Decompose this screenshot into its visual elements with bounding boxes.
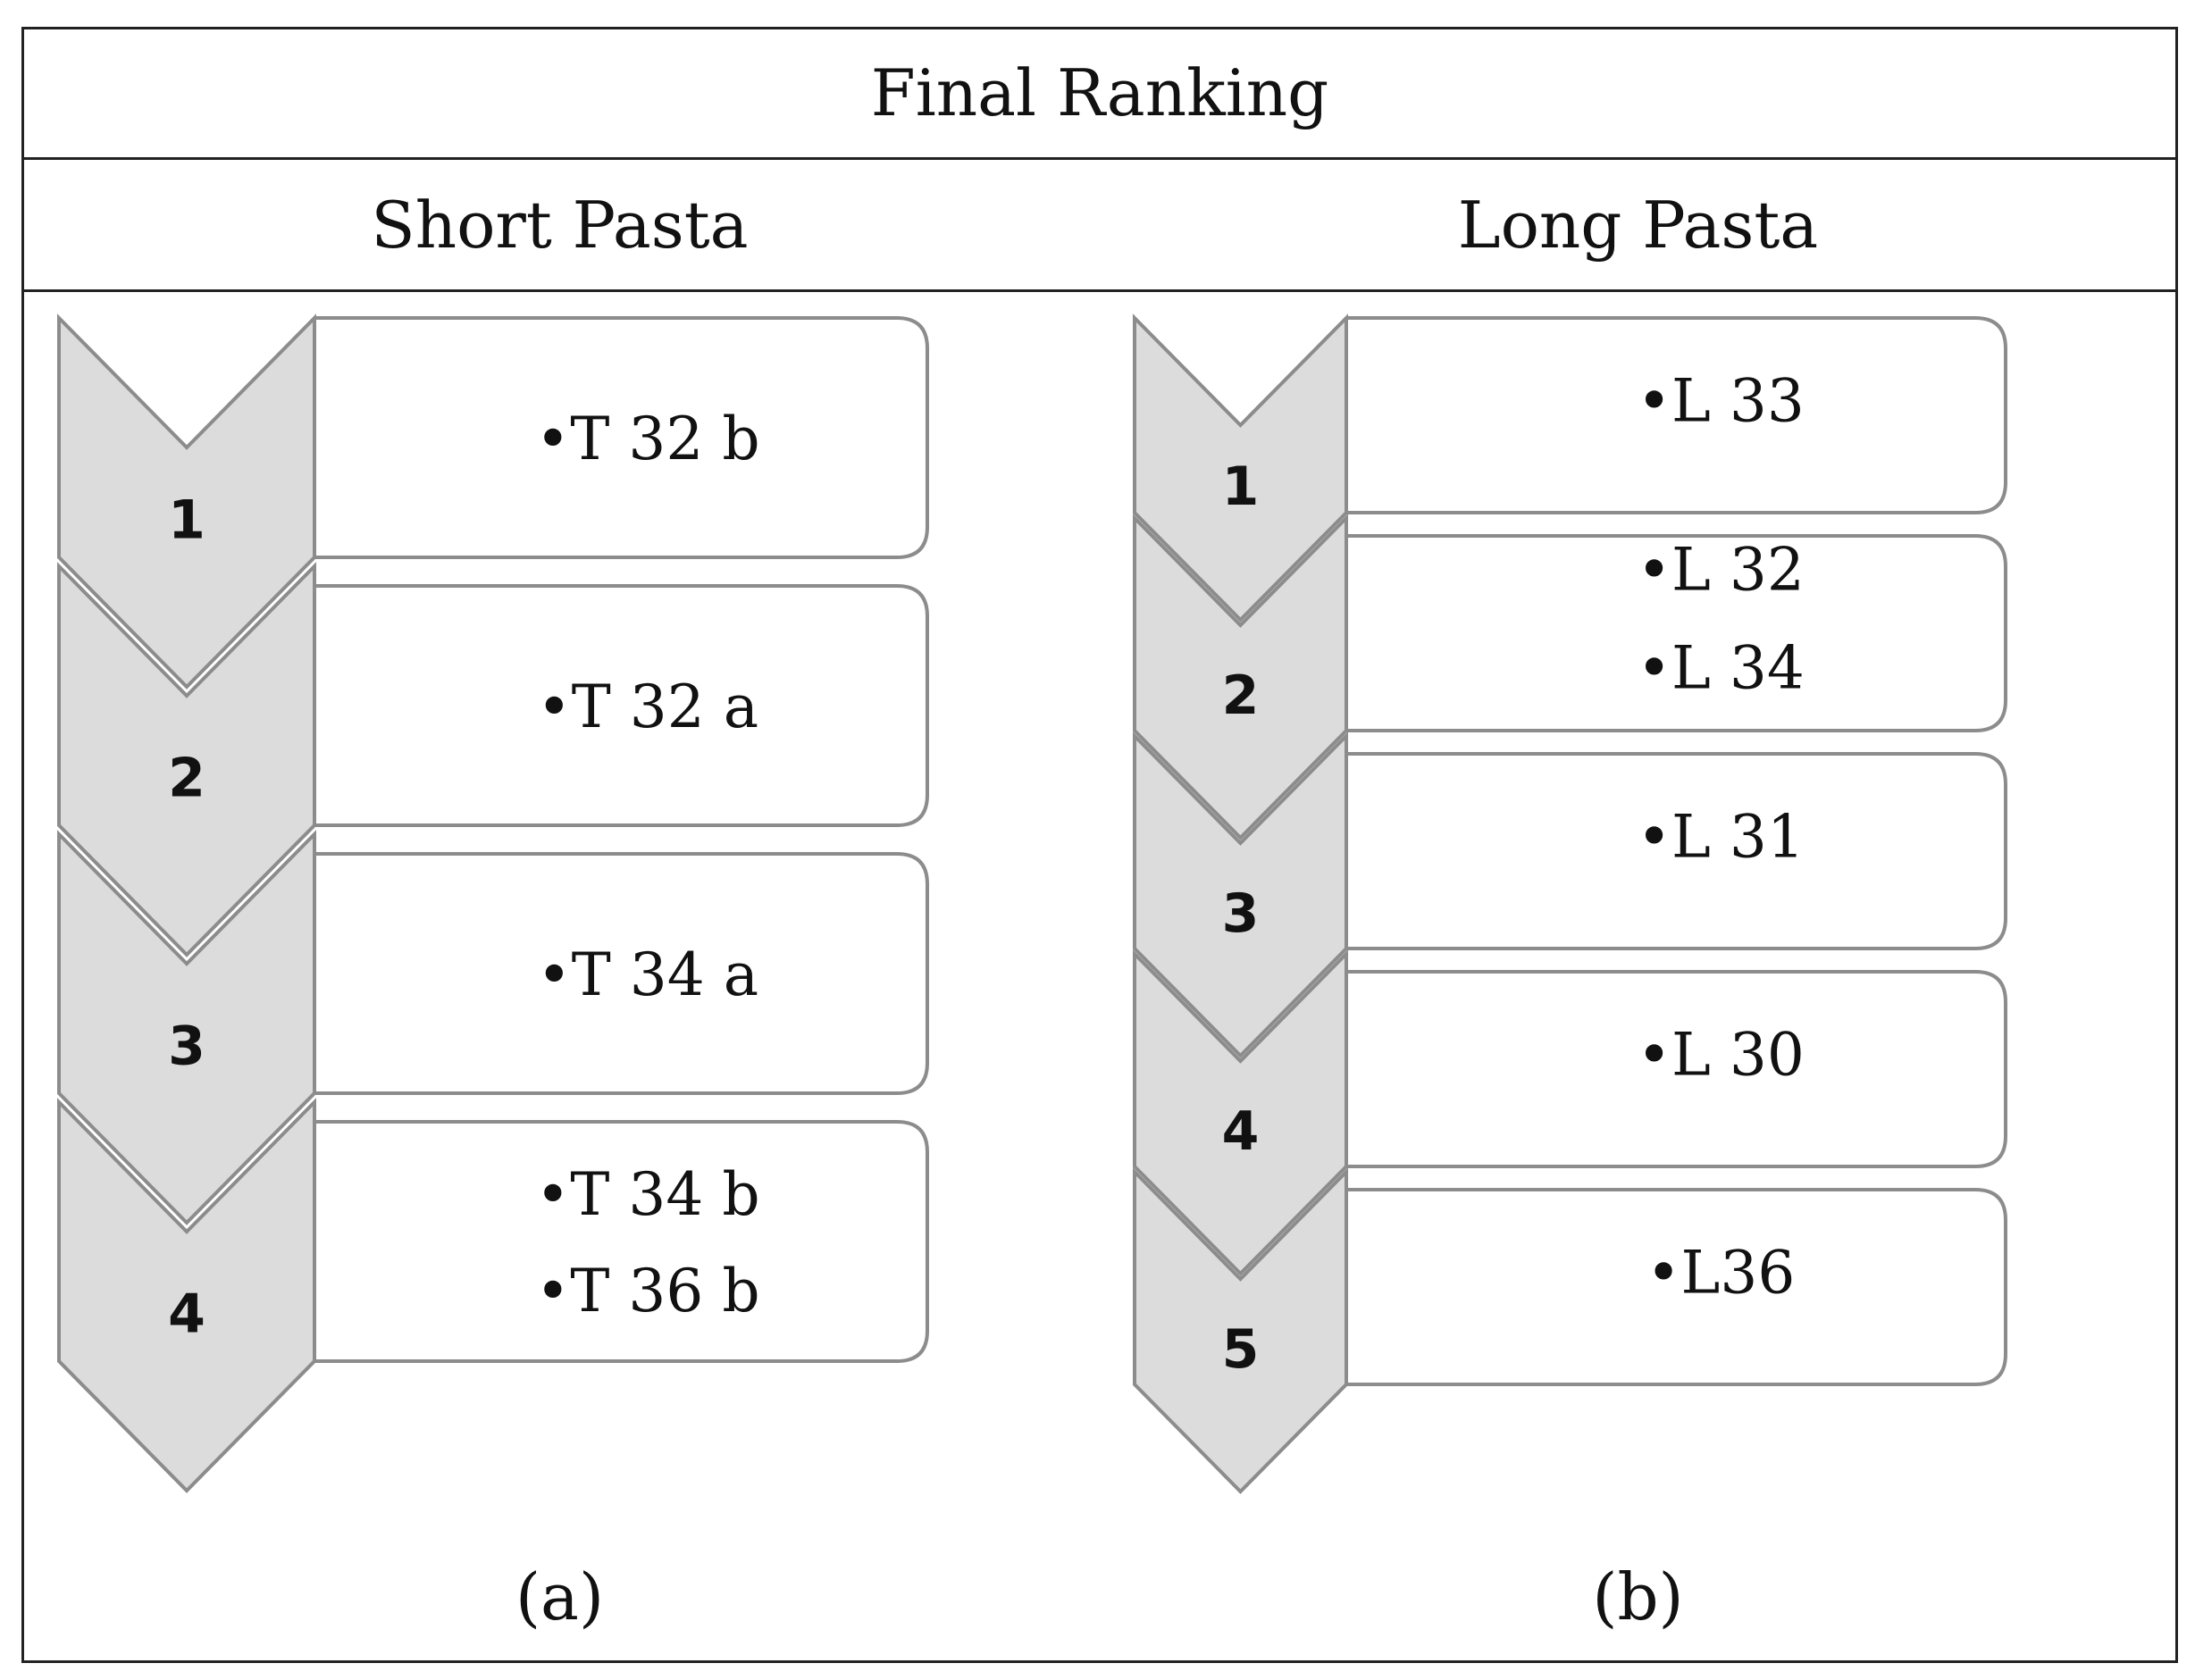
- rank-item: •T 34 a: [537, 940, 758, 1009]
- rank-box: [314, 316, 929, 559]
- rank-item: •T 36 b: [535, 1257, 759, 1325]
- title-divider: [21, 157, 2178, 160]
- rank-chevron: [1133, 949, 1348, 1276]
- rank-box: [314, 584, 929, 827]
- figure-frame: [21, 27, 2178, 1663]
- rank-box: [1346, 970, 2007, 1168]
- rank-box: [314, 1120, 929, 1363]
- rank-number: 4: [168, 1283, 205, 1346]
- rank-number: 1: [1222, 456, 1260, 518]
- rank-number: 2: [168, 748, 205, 810]
- panel-b-heading: Long Pasta: [1457, 188, 1819, 263]
- rank-item: •L 31: [1637, 803, 1805, 872]
- rank-chevron: [57, 830, 316, 1225]
- rank-chevron: [57, 562, 316, 957]
- panel-b-ranking: 1 •L 33 2 •L 32 •L 34 3 •L 31 4 •L 30 5 •L36: [1133, 313, 2007, 1494]
- rank-chevron: [1133, 514, 1348, 840]
- rank-box: [1346, 1188, 2007, 1386]
- rank-box: [314, 852, 929, 1095]
- rank-number: 2: [1222, 664, 1260, 727]
- rank-number: 1: [168, 489, 205, 552]
- rank-number: 5: [1222, 1318, 1260, 1381]
- figure-title: Final Ranking: [870, 55, 1329, 130]
- panel-b-caption: (b): [1592, 1559, 1684, 1634]
- rank-box: [1346, 316, 2007, 514]
- rank-chevron: [1133, 1167, 1348, 1494]
- rank-number: 4: [1222, 1100, 1260, 1163]
- rank-chevron: [57, 1098, 316, 1493]
- header-divider: [21, 289, 2178, 292]
- rank-box: [1346, 534, 2007, 732]
- rank-chevron: [1133, 731, 1348, 1058]
- rank-chevron: [57, 313, 316, 690]
- rank-item: •L 32: [1637, 536, 1805, 605]
- rank-item: •L 34: [1637, 634, 1805, 703]
- rank-item: •T 32 a: [537, 673, 758, 741]
- panel-a-ranking: 1 •T 32 b 2 •T 32 a 3 •T 34 a 4 •T 34 b •T 36 b: [57, 313, 929, 1493]
- rank-number: 3: [1222, 882, 1260, 945]
- rank-item: •L 30: [1637, 1021, 1805, 1090]
- rank-item: •L 33: [1637, 367, 1805, 436]
- rank-item: •T 32 b: [535, 405, 759, 473]
- rank-item: •L36: [1646, 1239, 1796, 1308]
- rank-chevron: [1133, 313, 1348, 623]
- rank-box: [1346, 752, 2007, 950]
- panel-a-caption: (a): [515, 1559, 605, 1634]
- rank-item: •T 34 b: [535, 1160, 759, 1229]
- panel-a-heading: Short Pasta: [371, 188, 749, 263]
- rank-number: 3: [168, 1016, 205, 1078]
